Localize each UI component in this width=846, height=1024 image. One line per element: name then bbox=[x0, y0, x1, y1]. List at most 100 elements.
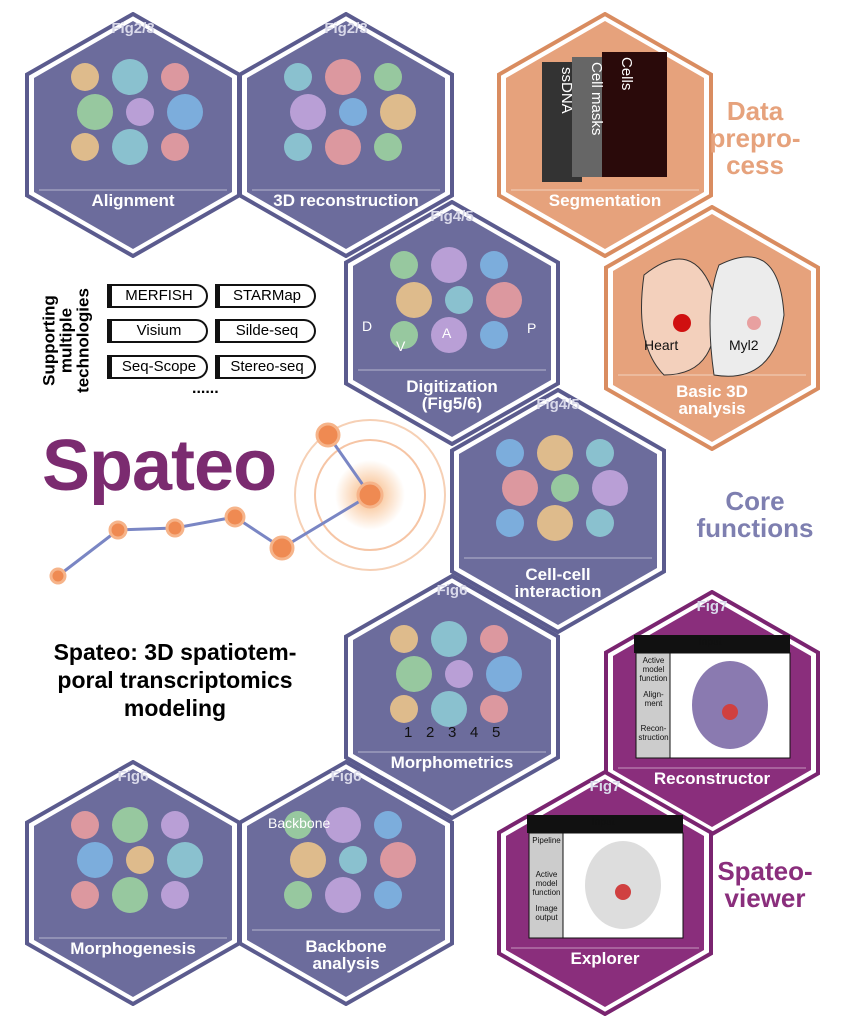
hex-artwork bbox=[390, 621, 522, 727]
tech-seq-scope: Seq-Scope bbox=[107, 355, 208, 379]
heading-line: technologies bbox=[73, 288, 93, 393]
hex-annotation: ssDNA bbox=[558, 67, 575, 114]
hex-annotation: Cell masks bbox=[588, 62, 605, 136]
hex-artwork bbox=[284, 807, 416, 913]
hex-artwork bbox=[71, 59, 203, 165]
hex-basic-3d-analysis: Basic 3D analysis Heart Myl2 bbox=[604, 205, 820, 451]
tech-starmap: STARMap bbox=[215, 284, 316, 308]
hex-artwork bbox=[390, 247, 522, 353]
figure-reference: Fig2/3 bbox=[324, 20, 368, 37]
hex-annotation: 4 bbox=[470, 724, 479, 741]
section-text: Core bbox=[725, 486, 785, 516]
section-data-preprocess: Data prepro- cess bbox=[700, 98, 810, 179]
figure-reference: Fig7 bbox=[696, 598, 728, 615]
viewer-ui-button: Active model function bbox=[532, 870, 561, 897]
cell-trajectory-graphic bbox=[49, 419, 446, 585]
hex-label: Alignment bbox=[25, 192, 241, 209]
label-line: Morphometrics bbox=[390, 753, 514, 772]
hex-morphogenesis: Fig6 Morphogenesis bbox=[25, 760, 241, 1006]
hex-alignment: Fig2/3 Alignment bbox=[25, 12, 241, 258]
figure-reference: Fig7 bbox=[589, 778, 621, 795]
figure-subtitle: Spateo: 3D spatiotem- poral transcriptom… bbox=[20, 638, 330, 722]
label-line: Alignment bbox=[91, 191, 175, 210]
hex-morphometrics: Fig6 Morphometrics 1 2 3 4 5 bbox=[344, 574, 560, 820]
hex-annotation: Heart bbox=[644, 337, 679, 353]
hex-artwork bbox=[634, 635, 791, 759]
label-line: Morphogenesis bbox=[70, 939, 196, 958]
hex-label: Reconstructor bbox=[604, 770, 820, 787]
subtitle-line: Spateo: 3D spatiotem- bbox=[53, 639, 297, 665]
hex-artwork bbox=[496, 435, 628, 541]
label-line: Segmentation bbox=[548, 191, 662, 210]
hex-label: Explorer bbox=[497, 950, 713, 967]
hex-annotation: A bbox=[442, 325, 452, 341]
figure-reference: Fig4/5 bbox=[430, 208, 474, 225]
label-line: analysis bbox=[678, 399, 746, 418]
hex-cell-cell-interaction: Fig4/5 Cell-cell interaction bbox=[450, 388, 666, 634]
hex-label: Morphogenesis bbox=[25, 940, 241, 957]
label-line: Reconstructor bbox=[653, 769, 771, 788]
hex-label: 3D reconstruction bbox=[238, 192, 454, 209]
heading-line: multiple bbox=[56, 307, 76, 374]
hex-artwork bbox=[71, 807, 203, 913]
viewer-ui-button: Image output bbox=[535, 904, 558, 922]
viewer-ui-button: Align-ment bbox=[643, 690, 664, 708]
tech-merfish: MERFISH bbox=[107, 284, 208, 308]
hex-artwork bbox=[284, 59, 416, 165]
hex-annotation: Backbone bbox=[268, 815, 331, 831]
hex-annotation: 3 bbox=[448, 724, 457, 741]
viewer-ui-button: Pipeline bbox=[532, 836, 561, 845]
label-line: Cell-cell bbox=[525, 565, 591, 584]
hex-label: Backbone analysis bbox=[238, 938, 454, 972]
label-line: interaction bbox=[514, 582, 602, 601]
viewer-ui-button: Active model function bbox=[639, 656, 668, 683]
hex-label: Segmentation bbox=[497, 192, 713, 209]
hex-annotation: 1 bbox=[404, 724, 413, 741]
hex-label: Basic 3D analysis bbox=[604, 383, 820, 417]
section-text: prepro- bbox=[709, 123, 801, 153]
hex-reconstructor: Fig7 Reconstructor Input Active model funct… bbox=[604, 590, 820, 836]
hex-annotation: P bbox=[527, 320, 537, 336]
tech-stereo-seq: Stereo-seq bbox=[215, 355, 316, 379]
figure-reference: Fig2/3 bbox=[111, 20, 155, 37]
technologies-heading: Supporting multiple technologies bbox=[26, 285, 106, 395]
figure-reference: Fig6 bbox=[117, 768, 149, 785]
hex-artwork bbox=[527, 815, 684, 939]
label-line: analysis bbox=[312, 954, 380, 973]
section-text: cess bbox=[726, 150, 784, 180]
hex-annotation: 5 bbox=[492, 724, 501, 741]
label-line: Explorer bbox=[570, 949, 640, 968]
heading-line: Supporting bbox=[39, 295, 59, 386]
label-line: Digitization bbox=[406, 377, 498, 396]
section-text: functions bbox=[696, 513, 814, 543]
viewer-ui-button: Recon-struction bbox=[638, 724, 669, 742]
more-ellipsis: ...... bbox=[192, 380, 219, 397]
label-line: (Fig5/6) bbox=[421, 394, 483, 413]
hex-annotation: V bbox=[396, 338, 406, 354]
spateo-logo: Spateo bbox=[42, 426, 277, 506]
section-text: Spateo- bbox=[717, 856, 813, 886]
tech-slide-seq: Silde-seq bbox=[215, 319, 316, 343]
figure-reference: Fig4/5 bbox=[536, 396, 580, 413]
hex-3d-reconstruction: Fig2/3 3D reconstruction bbox=[238, 12, 454, 258]
figure-reference: Fig6 bbox=[436, 582, 468, 599]
hex-annotation: Input bbox=[699, 637, 722, 648]
hex-segmentation: Segmentation ssDNA Cell masks Cells bbox=[497, 12, 713, 258]
figure-reference: Fig6 bbox=[330, 768, 362, 785]
hex-backbone-analysis: Fig6 Backbone analysis Backbone bbox=[238, 760, 454, 1006]
hex-annotation: Myl2 bbox=[729, 337, 759, 353]
hex-annotation: 2 bbox=[426, 724, 435, 741]
hex-annotation: D bbox=[362, 318, 373, 334]
hex-label: Morphometrics bbox=[344, 754, 560, 771]
section-spateo-viewer: Spateo- viewer bbox=[700, 858, 830, 912]
hex-label: Digitization (Fig5/6) bbox=[344, 378, 560, 412]
label-line: Backbone bbox=[305, 937, 387, 956]
hex-artwork bbox=[542, 52, 667, 182]
section-text: viewer bbox=[724, 883, 806, 913]
section-text: Data bbox=[726, 96, 784, 126]
hex-annotation: Cells bbox=[618, 57, 635, 91]
hex-label: Cell-cell interaction bbox=[450, 566, 666, 600]
tech-visium: Visium bbox=[107, 319, 208, 343]
section-core-functions: Core functions bbox=[675, 488, 835, 542]
